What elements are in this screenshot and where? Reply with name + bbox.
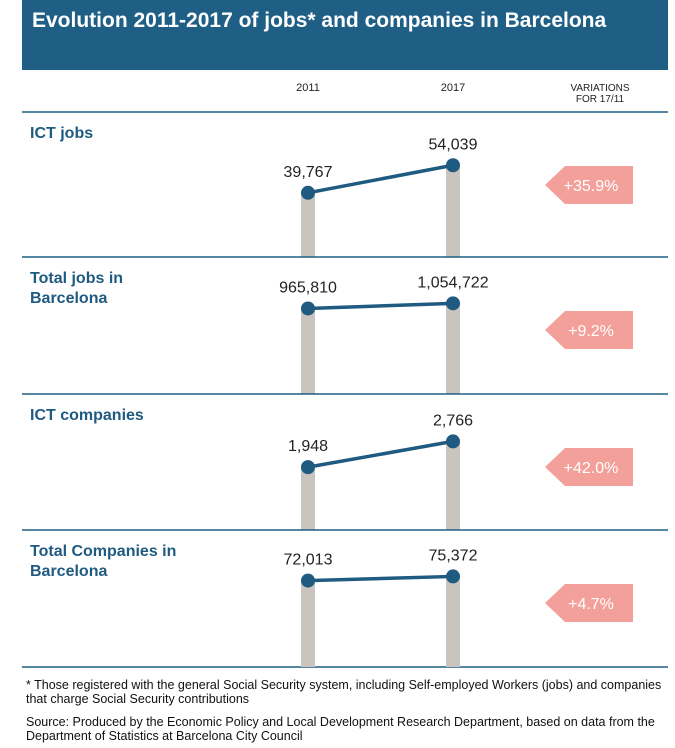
value-label: 965,810	[279, 279, 337, 296]
value-label: 75,372	[429, 547, 478, 564]
variation-badge	[545, 448, 633, 486]
panel-title: ICT jobs	[30, 125, 94, 142]
slope-line	[307, 163, 454, 195]
slope-line	[307, 301, 454, 311]
variation-label: +9.2%	[568, 323, 614, 340]
point	[446, 296, 460, 311]
column	[446, 576, 460, 667]
value-label: 72,013	[284, 552, 333, 569]
variation-badge	[545, 166, 633, 204]
column	[301, 192, 315, 257]
slope-line	[307, 574, 454, 583]
point	[446, 158, 460, 173]
footnote: * Those registered with the general Soci…	[26, 678, 662, 706]
variation-label: +42.0%	[564, 460, 619, 477]
panel-title: ICT companies	[30, 407, 144, 424]
source: Source: Produced by the Economic Policy …	[26, 715, 655, 743]
panel-title: Total Companies in Barcelona	[30, 543, 177, 580]
value-label: 39,767	[284, 164, 333, 181]
year-label: 2017	[441, 82, 465, 94]
variations-label: VARIATIONS	[570, 83, 629, 94]
point	[301, 301, 315, 316]
variation-badge	[545, 584, 633, 622]
point	[446, 434, 460, 449]
year-label: 2011	[296, 82, 320, 94]
variation-label: +35.9%	[564, 178, 619, 195]
column	[301, 467, 315, 530]
value-label: 1,054,722	[417, 274, 488, 291]
column	[446, 441, 460, 530]
point	[446, 569, 460, 584]
point	[301, 573, 315, 588]
variations-label: FOR 17/11	[576, 94, 625, 105]
column	[446, 303, 460, 394]
variation-badge	[545, 311, 633, 349]
slope-line	[307, 439, 454, 469]
column	[446, 165, 460, 257]
value-label: 54,039	[429, 136, 478, 153]
variation-label: +4.7%	[568, 596, 614, 613]
title: Evolution 2011-2017 of jobs* and compani…	[22, 0, 668, 70]
column	[301, 580, 315, 667]
panel-title: Total jobs in Barcelona	[30, 270, 124, 307]
point	[301, 185, 315, 200]
point	[301, 460, 315, 475]
value-label: 1,948	[288, 438, 328, 455]
value-label: 2,766	[433, 412, 473, 429]
column	[301, 308, 315, 394]
